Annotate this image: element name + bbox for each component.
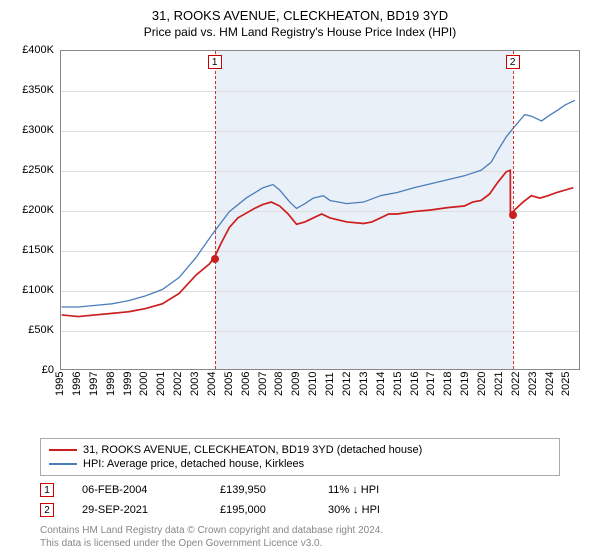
x-tick-label: 2011	[324, 372, 336, 396]
sale-marker-box: 1	[208, 55, 222, 69]
line-layer	[61, 51, 579, 369]
x-tick-label: 1996	[71, 372, 83, 396]
x-tick-label: 2013	[358, 372, 370, 396]
x-tick-label: 2004	[206, 372, 218, 396]
attribution-text: Contains HM Land Registry data © Crown c…	[40, 524, 560, 550]
y-tick-label: £250K	[22, 164, 54, 176]
x-tick-label: 2017	[425, 372, 437, 396]
x-tick-label: 2012	[341, 372, 353, 396]
chart-subtitle: Price paid vs. HM Land Registry's House …	[0, 23, 600, 39]
sales-table: 1 06-FEB-2004 £139,950 11% ↓ HPI 2 29-SEP-202…	[40, 480, 560, 520]
x-tick-label: 2025	[560, 372, 572, 396]
x-tick-label: 2019	[459, 372, 471, 396]
sale-dot	[211, 255, 219, 263]
x-tick-label: 2006	[240, 372, 252, 396]
y-tick-label: £200K	[22, 204, 54, 216]
sale-marker-box: 2	[506, 55, 520, 69]
x-axis-ticks: 1995199619971998199920002001200220032004…	[60, 372, 580, 412]
attribution-line1: Contains HM Land Registry data © Crown c…	[40, 524, 560, 537]
sales-row: 1 06-FEB-2004 £139,950 11% ↓ HPI	[40, 480, 560, 500]
x-tick-label: 2003	[189, 372, 201, 396]
legend-swatch	[49, 463, 77, 465]
plot-area: 12	[60, 50, 580, 370]
sale-date: 29-SEP-2021	[82, 504, 192, 516]
x-tick-label: 2002	[172, 372, 184, 396]
x-tick-label: 2005	[223, 372, 235, 396]
x-tick-label: 2018	[442, 372, 454, 396]
sales-row: 2 29-SEP-2021 £195,000 30% ↓ HPI	[40, 500, 560, 520]
sale-price: £139,950	[220, 484, 300, 496]
legend-swatch	[49, 449, 77, 451]
series-price_paid	[62, 170, 574, 316]
legend-row: HPI: Average price, detached house, Kirk…	[49, 457, 551, 471]
sale-vline	[513, 51, 514, 369]
x-tick-label: 1995	[54, 372, 66, 396]
x-tick-label: 1999	[122, 372, 134, 396]
sale-relative-hpi: 30% ↓ HPI	[328, 504, 418, 516]
x-tick-label: 2024	[544, 372, 556, 396]
x-tick-label: 2000	[138, 372, 150, 396]
x-tick-label: 2020	[476, 372, 488, 396]
x-tick-label: 2021	[493, 372, 505, 396]
x-tick-label: 1997	[88, 372, 100, 396]
x-tick-label: 2023	[527, 372, 539, 396]
sale-vline	[215, 51, 216, 369]
y-tick-label: £350K	[22, 84, 54, 96]
sale-price: £195,000	[220, 504, 300, 516]
sale-relative-hpi: 11% ↓ HPI	[328, 484, 418, 496]
chart-title: 31, ROOKS AVENUE, CLECKHEATON, BD19 3YD	[0, 0, 600, 23]
sale-row-marker: 1	[40, 483, 54, 497]
legend-row: 31, ROOKS AVENUE, CLECKHEATON, BD19 3YD …	[49, 443, 551, 457]
sale-date: 06-FEB-2004	[82, 484, 192, 496]
x-tick-label: 2022	[510, 372, 522, 396]
chart-container: 31, ROOKS AVENUE, CLECKHEATON, BD19 3YD …	[0, 0, 600, 560]
x-tick-label: 2008	[273, 372, 285, 396]
y-tick-label: £150K	[22, 244, 54, 256]
x-tick-label: 2010	[307, 372, 319, 396]
legend-label: 31, ROOKS AVENUE, CLECKHEATON, BD19 3YD …	[83, 444, 422, 456]
y-tick-label: £50K	[28, 324, 54, 336]
attribution-line2: This data is licensed under the Open Gov…	[40, 537, 560, 550]
x-tick-label: 1998	[105, 372, 117, 396]
x-tick-label: 2016	[409, 372, 421, 396]
y-tick-label: £400K	[22, 44, 54, 56]
sale-row-marker: 2	[40, 503, 54, 517]
x-tick-label: 2001	[155, 372, 167, 396]
series-hpi	[62, 100, 575, 307]
x-tick-label: 2009	[290, 372, 302, 396]
x-tick-label: 2015	[392, 372, 404, 396]
y-tick-label: £100K	[22, 284, 54, 296]
chart-wrap: £0£50K£100K£150K£200K£250K£300K£350K£400…	[10, 50, 590, 400]
y-tick-label: £0	[42, 364, 54, 376]
legend-label: HPI: Average price, detached house, Kirk…	[83, 458, 304, 470]
x-tick-label: 2014	[375, 372, 387, 396]
y-tick-label: £300K	[22, 124, 54, 136]
y-axis-ticks: £0£50K£100K£150K£200K£250K£300K£350K£400…	[10, 50, 58, 370]
legend-box: 31, ROOKS AVENUE, CLECKHEATON, BD19 3YD …	[40, 438, 560, 476]
sale-dot	[509, 211, 517, 219]
x-tick-label: 2007	[257, 372, 269, 396]
